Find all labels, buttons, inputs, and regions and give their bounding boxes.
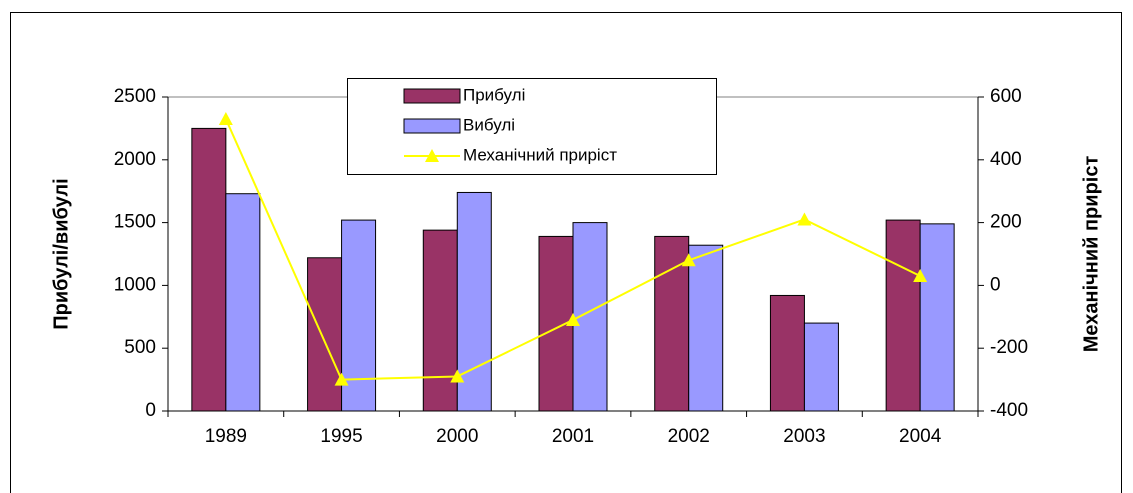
legend-marker [425,149,439,162]
bar [456,191,492,412]
line-marker [913,268,928,282]
line-marker [797,212,812,226]
bar [769,294,805,412]
x-tick-label: 2000 [436,426,478,447]
y-tick-label: 1500 [114,212,156,233]
y2-axis-title: Механічний приріст [1080,156,1102,353]
y-tick-label: 1000 [114,274,156,295]
y-tick-label: 2000 [114,149,156,170]
bar [307,257,343,412]
y2-tick-label: -200 [990,337,1028,358]
line-marker [218,111,233,125]
bar [885,219,921,412]
x-tick-label: 2002 [668,426,710,447]
bar [688,244,724,412]
x-tick-label: 2001 [552,426,594,447]
x-tick-label: 1995 [320,426,362,447]
y-tick-label: 0 [145,400,156,421]
x-tick-label: 2003 [783,426,825,447]
bar [919,223,955,412]
line-marker [334,372,349,386]
line-marker [566,312,580,326]
bar [572,222,608,412]
bar [803,322,839,412]
line-marker [681,253,696,267]
bar [422,229,458,412]
y2-tick-label: 600 [990,86,1022,107]
legend-label: Механічний приріст [463,145,617,164]
bar [191,127,227,412]
y2-tick-label: 200 [990,212,1022,233]
y-tick-label: 2500 [114,86,156,107]
x-tick-label: 2004 [899,426,942,447]
legend-label: Вибулі [463,115,515,134]
y-tick-label: 500 [124,337,156,358]
legend-swatch [403,88,461,104]
line-marker [450,369,465,383]
y2-tick-label: -400 [990,400,1028,421]
y-axis-title: Прибулі/вибулі [50,178,72,329]
x-tick-label: 1989 [205,426,247,447]
legend-label: Прибулі [463,85,525,104]
legend-swatch [403,118,461,134]
y2-tick-label: 400 [990,149,1022,170]
y2-tick-label: 0 [990,274,1001,295]
bar [225,193,261,412]
